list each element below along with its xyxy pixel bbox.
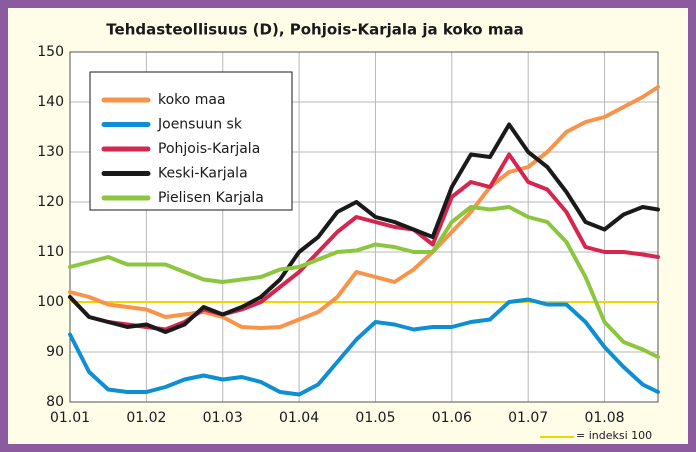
x-tick-label: 01.08 xyxy=(584,410,624,426)
plot-border xyxy=(69,51,659,403)
y-tick-label: 100 xyxy=(37,294,64,310)
legend-box xyxy=(89,71,293,211)
x-tick-label: 01.04 xyxy=(279,410,319,426)
series-line xyxy=(68,85,660,330)
x-tick-label: 01.05 xyxy=(355,410,395,426)
legend-label: Pielisen Karjala xyxy=(158,190,264,206)
x-tick-label: 01.07 xyxy=(508,410,548,426)
y-tick-label: 110 xyxy=(37,244,64,260)
legend-label: Keski-Karjala xyxy=(158,166,248,182)
y-tick-label: 90 xyxy=(46,344,64,360)
x-tick-label: 01.01 xyxy=(50,410,90,426)
x-tick-label: 01.03 xyxy=(203,410,243,426)
series-line xyxy=(68,152,660,332)
legend-label: koko maa xyxy=(158,92,226,108)
x-tick-label: 01.06 xyxy=(432,410,472,426)
y-tick-label: 140 xyxy=(37,94,64,110)
y-tick-label: 80 xyxy=(46,394,64,410)
y-tick-label: 120 xyxy=(37,194,64,210)
y-tick-label: 150 xyxy=(37,44,64,60)
reference-label: = indeksi 100 xyxy=(576,429,652,442)
legend-label: Joensuun sk xyxy=(157,117,243,133)
chart-title: Tehdasteollisuus (D), Pohjois-Karjala ja… xyxy=(106,21,523,39)
series-line xyxy=(68,122,660,334)
y-tick-label: 130 xyxy=(37,144,64,160)
series-line xyxy=(68,297,660,397)
x-tick-label: 01.02 xyxy=(126,410,166,426)
legend-label: Pohjois-Karjala xyxy=(158,141,260,157)
series-line xyxy=(68,205,660,359)
